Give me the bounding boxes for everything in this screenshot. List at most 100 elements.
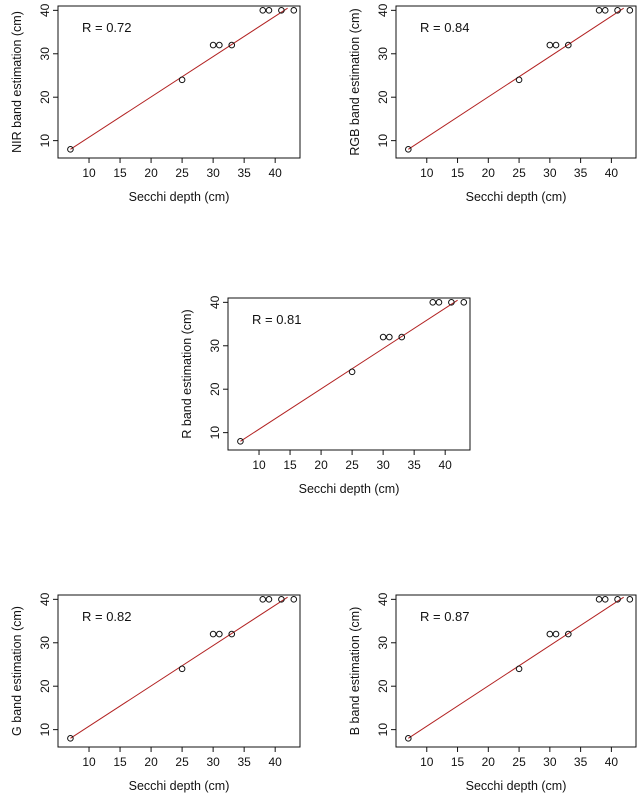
data-point — [614, 7, 621, 14]
x-tick-label: 25 — [512, 755, 526, 769]
data-point — [259, 7, 267, 14]
x-tick-label: 15 — [113, 755, 127, 769]
y-tick-label: 40 — [376, 3, 390, 17]
scatter-panel-5: 10 15 20 25 30 35 40 10 20 30 40 Secchi depth (cm) B… — [348, 592, 637, 793]
data-point — [216, 630, 223, 638]
data-point — [237, 438, 244, 445]
y-axis-label: R band estimation (cm) — [180, 309, 194, 438]
scatter-panel-1: 10 15 20 25 30 35 40 10 20 30 40 Secchi depth (cm) N… — [10, 3, 301, 204]
x-tick-label: 15 — [451, 755, 465, 769]
plot-frame — [227, 297, 471, 451]
x-tick-label: 10 — [82, 755, 96, 769]
y-tick-label: 10 — [208, 426, 222, 440]
data-point — [614, 596, 621, 603]
y-tick-label: 20 — [376, 679, 390, 693]
y-tick-label: 20 — [208, 382, 222, 396]
scatter-panel-2: 10 15 20 25 30 35 40 10 20 30 40 Secchi depth (cm) R… — [348, 3, 637, 204]
correlation-annotation: R = 0.82 — [82, 609, 132, 624]
data-point — [515, 665, 523, 673]
data-point — [265, 7, 273, 14]
data-point — [552, 630, 560, 638]
data-point — [626, 7, 634, 14]
y-axis-label: NIR band estimation (cm) — [10, 11, 24, 153]
data-point — [435, 299, 443, 306]
plot-frame — [395, 594, 637, 748]
x-tick-label: 10 — [82, 166, 96, 180]
x-tick-label: 35 — [237, 166, 251, 180]
x-axis-label: Secchi depth (cm) — [299, 482, 400, 496]
y-tick-label: 30 — [208, 339, 222, 353]
y-tick-label: 40 — [376, 592, 390, 606]
y-tick-label: 30 — [376, 47, 390, 61]
x-tick-label: 20 — [144, 755, 158, 769]
data-point — [67, 146, 74, 153]
y-tick-label: 10 — [38, 134, 52, 148]
plot-frame — [57, 5, 301, 159]
x-axis-label: Secchi depth (cm) — [129, 190, 230, 204]
correlation-annotation: R = 0.87 — [420, 609, 470, 624]
data-point — [398, 333, 406, 341]
x-tick-label: 25 — [175, 755, 189, 769]
x-tick-label: 35 — [407, 458, 421, 472]
x-tick-label: 25 — [175, 166, 189, 180]
correlation-annotation: R = 0.72 — [82, 20, 132, 35]
correlation-annotation: R = 0.84 — [420, 20, 470, 35]
x-tick-label: 20 — [482, 755, 496, 769]
x-tick-label: 30 — [376, 458, 390, 472]
data-point — [348, 368, 356, 376]
data-point — [595, 596, 603, 603]
x-tick-label: 30 — [543, 166, 557, 180]
x-tick-label: 30 — [206, 166, 220, 180]
data-point — [290, 596, 298, 603]
data-point — [546, 630, 554, 638]
y-axis-label: G band estimation (cm) — [10, 606, 24, 736]
x-tick-label: 40 — [605, 166, 619, 180]
scatter-panel-4: 10 15 20 25 30 35 40 10 20 30 40 Secchi depth (cm) G… — [10, 592, 301, 793]
x-tick-label: 25 — [345, 458, 359, 472]
data-point — [209, 41, 217, 49]
data-point — [546, 41, 554, 49]
data-point — [228, 630, 236, 638]
data-point — [290, 7, 298, 14]
y-tick-label: 40 — [208, 295, 222, 309]
correlation-annotation: R = 0.81 — [252, 312, 302, 327]
data-point — [259, 596, 267, 603]
plot-frame — [395, 5, 637, 159]
x-tick-label: 35 — [574, 166, 588, 180]
data-point — [67, 735, 74, 742]
data-point — [209, 630, 217, 638]
data-point — [565, 41, 572, 49]
x-tick-label: 10 — [420, 755, 434, 769]
data-point — [429, 299, 437, 306]
x-tick-label: 35 — [237, 755, 251, 769]
y-tick-label: 30 — [38, 636, 52, 650]
x-tick-label: 25 — [512, 166, 526, 180]
y-tick-label: 40 — [38, 3, 52, 17]
y-tick-label: 30 — [376, 636, 390, 650]
data-point — [386, 333, 393, 341]
y-tick-label: 20 — [38, 679, 52, 693]
data-point — [601, 596, 609, 603]
x-tick-label: 35 — [574, 755, 588, 769]
data-point — [565, 630, 572, 638]
data-point — [265, 596, 273, 603]
y-tick-label: 10 — [376, 723, 390, 737]
y-tick-label: 30 — [38, 47, 52, 61]
x-tick-label: 10 — [252, 458, 266, 472]
data-point — [515, 76, 523, 84]
y-tick-label: 20 — [38, 90, 52, 104]
data-point — [178, 665, 186, 673]
x-axis-label: Secchi depth (cm) — [466, 779, 567, 793]
x-tick-label: 10 — [420, 166, 434, 180]
x-tick-label: 15 — [283, 458, 297, 472]
plot-frame — [57, 594, 301, 748]
scatter-panel-3: 10 15 20 25 30 35 40 10 20 30 40 Secchi depth (cm) R… — [180, 295, 471, 496]
x-tick-label: 20 — [144, 166, 158, 180]
x-axis-label: Secchi depth (cm) — [466, 190, 567, 204]
y-axis-label: B band estimation (cm) — [348, 607, 362, 736]
y-tick-label: 20 — [376, 90, 390, 104]
data-point — [216, 41, 223, 49]
x-tick-label: 40 — [605, 755, 619, 769]
data-point — [228, 41, 236, 49]
